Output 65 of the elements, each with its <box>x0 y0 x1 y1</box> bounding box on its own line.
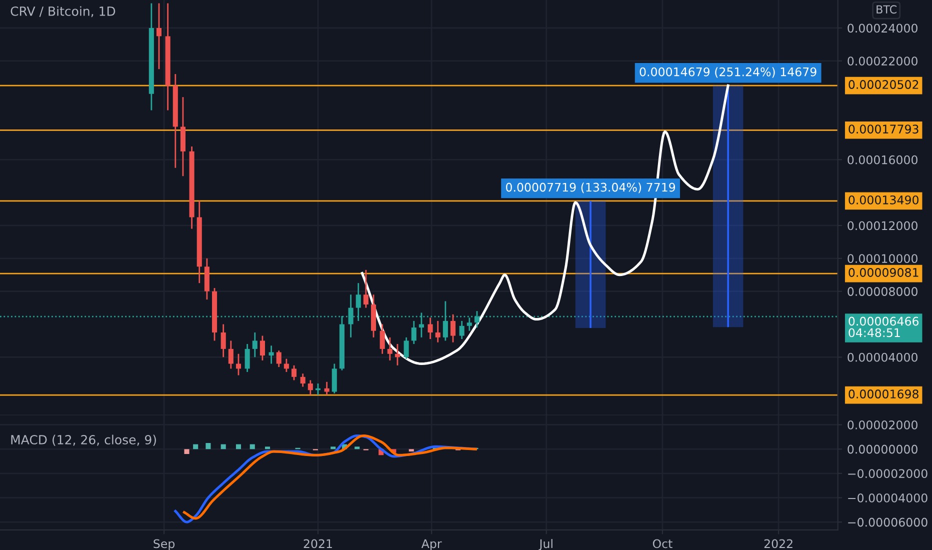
candlestick <box>236 353 242 376</box>
y-tick-label: −0.00006000 <box>848 518 928 527</box>
y-tick-label: 0.00022000 <box>848 56 918 66</box>
x-tick-label: Oct <box>652 539 672 548</box>
candlestick <box>156 2 162 70</box>
ref-line-label: 0.00001698 <box>848 390 918 398</box>
candlestick <box>252 332 258 358</box>
candlestick <box>387 336 392 362</box>
candlestick <box>228 340 234 370</box>
y-tick-label: 0.00002000 <box>848 420 918 430</box>
candlestick <box>363 269 368 308</box>
y-tick-label: 0.00010000 <box>848 254 918 264</box>
ref-line-label: 0.00017793 <box>848 124 918 134</box>
y-tick-label: 0.00008000 <box>848 287 918 296</box>
bar <box>354 446 360 450</box>
text: MACD (12, 26, close, 9) <box>11 434 156 446</box>
bar <box>206 442 211 450</box>
y-tick-label: 0.00016000 <box>848 155 918 164</box>
candlestick <box>291 364 297 381</box>
candlestick <box>332 363 337 394</box>
x-tick-label: Jul <box>538 539 552 550</box>
candlestick <box>260 335 265 362</box>
candlestick <box>276 350 282 368</box>
bar <box>250 444 255 450</box>
x-tick-label: 2021 <box>304 539 332 548</box>
bar <box>236 444 242 450</box>
bar <box>220 444 226 450</box>
y-tick-label: −0.00002000 <box>848 469 928 478</box>
candlestick <box>450 314 456 344</box>
candlestick <box>404 336 409 360</box>
candlestick <box>380 324 385 355</box>
x-tick-label: Apr <box>421 539 442 550</box>
ref-line-label: 0.00006466 04:48:51 <box>848 316 919 338</box>
bar <box>264 446 270 450</box>
candlestick <box>308 380 313 396</box>
bar <box>408 449 414 452</box>
text: BTC <box>876 5 896 14</box>
candlestick <box>284 358 289 373</box>
y-tick-label: 0.00024000 <box>848 24 918 33</box>
candlestick <box>268 344 274 364</box>
ref-line-label: 0.00020502 <box>848 80 918 89</box>
bar <box>193 444 198 450</box>
candlestick <box>300 372 306 388</box>
bar <box>184 449 190 454</box>
candlestick <box>428 316 433 340</box>
y-tick-label: 0.00000000 <box>848 444 918 454</box>
x-tick-label: Sep <box>154 539 175 550</box>
x-tick-label: 2022 <box>764 539 792 548</box>
data-label: 0.00007719 (133.04%) 7719 <box>506 182 676 194</box>
ref-line-label: 0.00013490 <box>848 195 918 204</box>
y-tick-label: −0.00004000 <box>848 493 928 502</box>
ref-line-label: 0.00009081 <box>848 268 918 277</box>
y-tick-label: 0.00004000 <box>848 352 918 362</box>
candlestick <box>324 381 330 396</box>
candlestick <box>244 343 250 373</box>
candlestick <box>394 343 400 366</box>
y-tick-label: 0.00012000 <box>848 221 918 230</box>
candlestick <box>459 320 464 340</box>
candlestick <box>435 320 440 344</box>
candlestick <box>220 324 226 358</box>
data-label: 0.00014679 (251.24%) 14679 <box>640 67 816 78</box>
candlestick <box>315 382 321 396</box>
bar <box>330 446 336 450</box>
chart-title: CRV / Bitcoin, 1D <box>10 6 116 18</box>
candlestick <box>411 320 416 345</box>
